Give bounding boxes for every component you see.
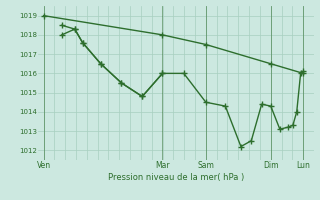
X-axis label: Pression niveau de la mer( hPa ): Pression niveau de la mer( hPa ) — [108, 173, 244, 182]
